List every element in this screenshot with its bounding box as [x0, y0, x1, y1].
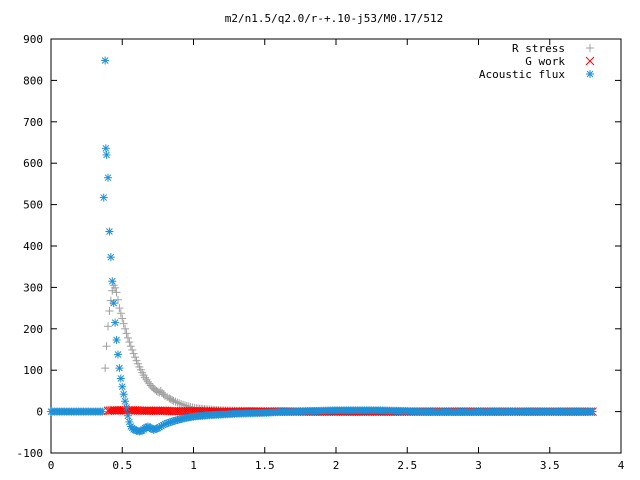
data-point [115, 304, 124, 313]
legend-marker [586, 70, 594, 78]
x-tick-label: 4 [618, 459, 625, 472]
data-point [122, 403, 131, 412]
data-point [104, 173, 112, 182]
x-tick-label: 3 [475, 459, 482, 472]
data-point [115, 364, 124, 373]
data-point [104, 322, 112, 331]
data-point [177, 400, 186, 409]
data-point [588, 407, 597, 416]
series-acoustic-flux [99, 56, 597, 436]
data-point [141, 373, 150, 382]
data-point [125, 338, 134, 347]
data-point [111, 283, 120, 292]
chart-title: m2/n1.5/q2.0/r-+.10-j53/M0.17/512 [225, 12, 444, 25]
data-point [112, 335, 121, 344]
legend-marker [586, 44, 594, 52]
y-tick-label: 800 [23, 74, 43, 87]
data-point [101, 364, 110, 373]
data-point [171, 397, 180, 406]
legend-label: G work [525, 55, 565, 68]
data-point [99, 193, 108, 202]
data-point [121, 397, 130, 406]
data-point [116, 374, 125, 383]
legend-marker [585, 56, 595, 66]
data-point [116, 309, 125, 318]
x-tick-label: 1 [190, 459, 197, 472]
data-point [106, 253, 115, 262]
data-point [109, 299, 118, 308]
x-axis: 0 0.5 1 1.5 2 2.5 3 3.5 4 [48, 39, 625, 472]
data-point [119, 319, 128, 328]
y-axis: -100 0 100 200 300 400 500 600 700 800 900 [17, 33, 621, 460]
y-tick-label: 700 [23, 116, 43, 129]
data-point [105, 306, 114, 315]
data-point [111, 318, 120, 327]
y-tick-label: 300 [23, 281, 43, 294]
data-point [173, 398, 182, 407]
y-tick-label: 200 [23, 323, 43, 336]
plot-frame [50, 38, 622, 454]
data-point [169, 396, 178, 405]
y-tick-label: 500 [23, 199, 43, 212]
data-point [122, 329, 131, 338]
y-tick-label: 900 [23, 33, 43, 46]
y-tick-label: 0 [36, 406, 43, 419]
x-tick-label: 0 [48, 459, 55, 472]
data-point [118, 382, 127, 391]
y-tick-label: 400 [23, 240, 43, 253]
data-point [113, 295, 122, 304]
baseline-band [47, 407, 107, 416]
data-point [121, 324, 130, 333]
data-point [126, 342, 135, 351]
data-point [129, 349, 138, 358]
data-point [175, 399, 184, 408]
y-tick-label: -100 [17, 447, 44, 460]
data-point [119, 390, 128, 399]
baseline-point [98, 407, 107, 416]
data-point [128, 345, 137, 354]
data-point [161, 391, 169, 400]
data-point [123, 411, 132, 420]
legend-label: Acoustic flux [479, 68, 565, 81]
x-tick-label: 2 [333, 459, 340, 472]
data-point [112, 288, 121, 297]
x-tick-label: 0.5 [112, 459, 132, 472]
legend-label: R stress [512, 42, 565, 55]
data-point [101, 144, 110, 153]
data-point [102, 150, 111, 159]
data-point [163, 393, 172, 402]
y-tick-label: 600 [23, 157, 43, 170]
series-r-stress [101, 281, 597, 416]
x-tick-label: 2.5 [397, 459, 417, 472]
data-point [108, 277, 117, 286]
data-point [102, 342, 111, 351]
data-point [118, 314, 127, 323]
data-point [131, 353, 140, 362]
x-tick-label: 3.5 [540, 459, 560, 472]
data-point [123, 333, 132, 342]
series-layer [47, 56, 597, 436]
y-tick-label: 100 [23, 364, 43, 377]
x-tick-label: 1.5 [255, 459, 275, 472]
data-point [105, 227, 114, 236]
data-point [101, 56, 110, 65]
data-point [168, 396, 177, 405]
data-point [113, 350, 122, 359]
